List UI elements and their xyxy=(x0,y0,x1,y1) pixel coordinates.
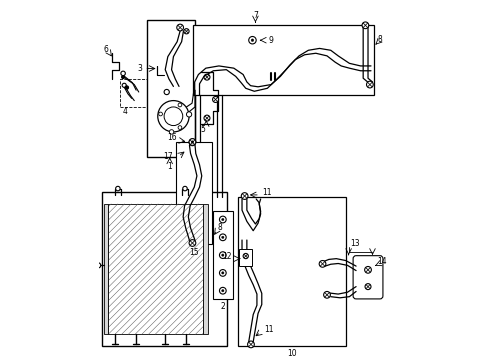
Circle shape xyxy=(362,22,369,29)
Circle shape xyxy=(220,252,226,258)
Bar xyxy=(102,192,227,346)
Circle shape xyxy=(125,86,128,89)
Circle shape xyxy=(221,289,224,292)
Circle shape xyxy=(158,100,189,132)
FancyBboxPatch shape xyxy=(353,256,383,299)
Circle shape xyxy=(191,141,194,143)
Circle shape xyxy=(367,81,373,88)
Circle shape xyxy=(221,218,224,221)
Circle shape xyxy=(319,261,326,267)
Circle shape xyxy=(220,234,226,241)
Circle shape xyxy=(324,292,330,298)
Text: 9: 9 xyxy=(269,36,273,45)
Circle shape xyxy=(159,112,163,116)
Circle shape xyxy=(178,103,182,107)
Text: 13: 13 xyxy=(350,239,360,248)
Text: 6: 6 xyxy=(104,45,109,54)
Circle shape xyxy=(122,83,126,87)
Circle shape xyxy=(220,270,226,276)
Circle shape xyxy=(241,193,248,199)
Text: 16: 16 xyxy=(167,133,177,142)
Text: 3: 3 xyxy=(137,64,142,73)
Bar xyxy=(238,197,345,346)
Text: 12: 12 xyxy=(222,252,232,261)
Bar xyxy=(193,25,373,95)
Circle shape xyxy=(243,253,248,258)
Circle shape xyxy=(170,130,174,134)
Circle shape xyxy=(251,39,254,41)
Bar xyxy=(147,21,195,157)
Circle shape xyxy=(183,186,187,191)
Circle shape xyxy=(221,254,224,256)
Circle shape xyxy=(122,76,124,78)
Circle shape xyxy=(213,96,219,103)
Circle shape xyxy=(247,341,254,348)
Text: 11: 11 xyxy=(265,325,274,334)
Circle shape xyxy=(365,284,371,289)
Circle shape xyxy=(220,287,226,294)
Text: 8: 8 xyxy=(218,223,222,232)
Circle shape xyxy=(365,266,371,273)
Text: 8: 8 xyxy=(378,35,383,44)
Text: 17: 17 xyxy=(163,152,173,161)
Circle shape xyxy=(116,186,120,191)
Bar xyxy=(108,204,203,334)
Circle shape xyxy=(221,236,224,238)
Circle shape xyxy=(178,126,182,129)
Text: 2: 2 xyxy=(220,302,225,311)
Circle shape xyxy=(189,240,196,246)
Circle shape xyxy=(177,24,183,31)
Text: 4: 4 xyxy=(122,107,127,116)
Circle shape xyxy=(164,107,183,126)
Circle shape xyxy=(187,112,192,117)
Bar xyxy=(121,79,147,107)
Text: 11: 11 xyxy=(263,188,272,197)
Text: 1: 1 xyxy=(167,162,172,171)
Circle shape xyxy=(96,263,101,268)
Bar xyxy=(176,142,212,244)
Circle shape xyxy=(189,139,196,146)
Circle shape xyxy=(204,115,210,121)
Text: 5: 5 xyxy=(200,125,205,134)
Circle shape xyxy=(221,272,224,274)
Bar xyxy=(104,204,108,334)
Circle shape xyxy=(249,36,256,44)
Bar xyxy=(203,204,208,334)
Circle shape xyxy=(189,139,196,145)
Text: 10: 10 xyxy=(287,349,296,358)
Circle shape xyxy=(204,74,210,80)
Circle shape xyxy=(184,29,189,34)
Text: 15: 15 xyxy=(189,248,199,257)
Text: 14: 14 xyxy=(377,257,387,266)
Circle shape xyxy=(164,89,170,95)
Circle shape xyxy=(121,71,125,76)
Text: 7: 7 xyxy=(253,11,258,20)
Circle shape xyxy=(220,216,226,223)
Bar xyxy=(213,211,233,299)
Bar xyxy=(240,249,252,266)
